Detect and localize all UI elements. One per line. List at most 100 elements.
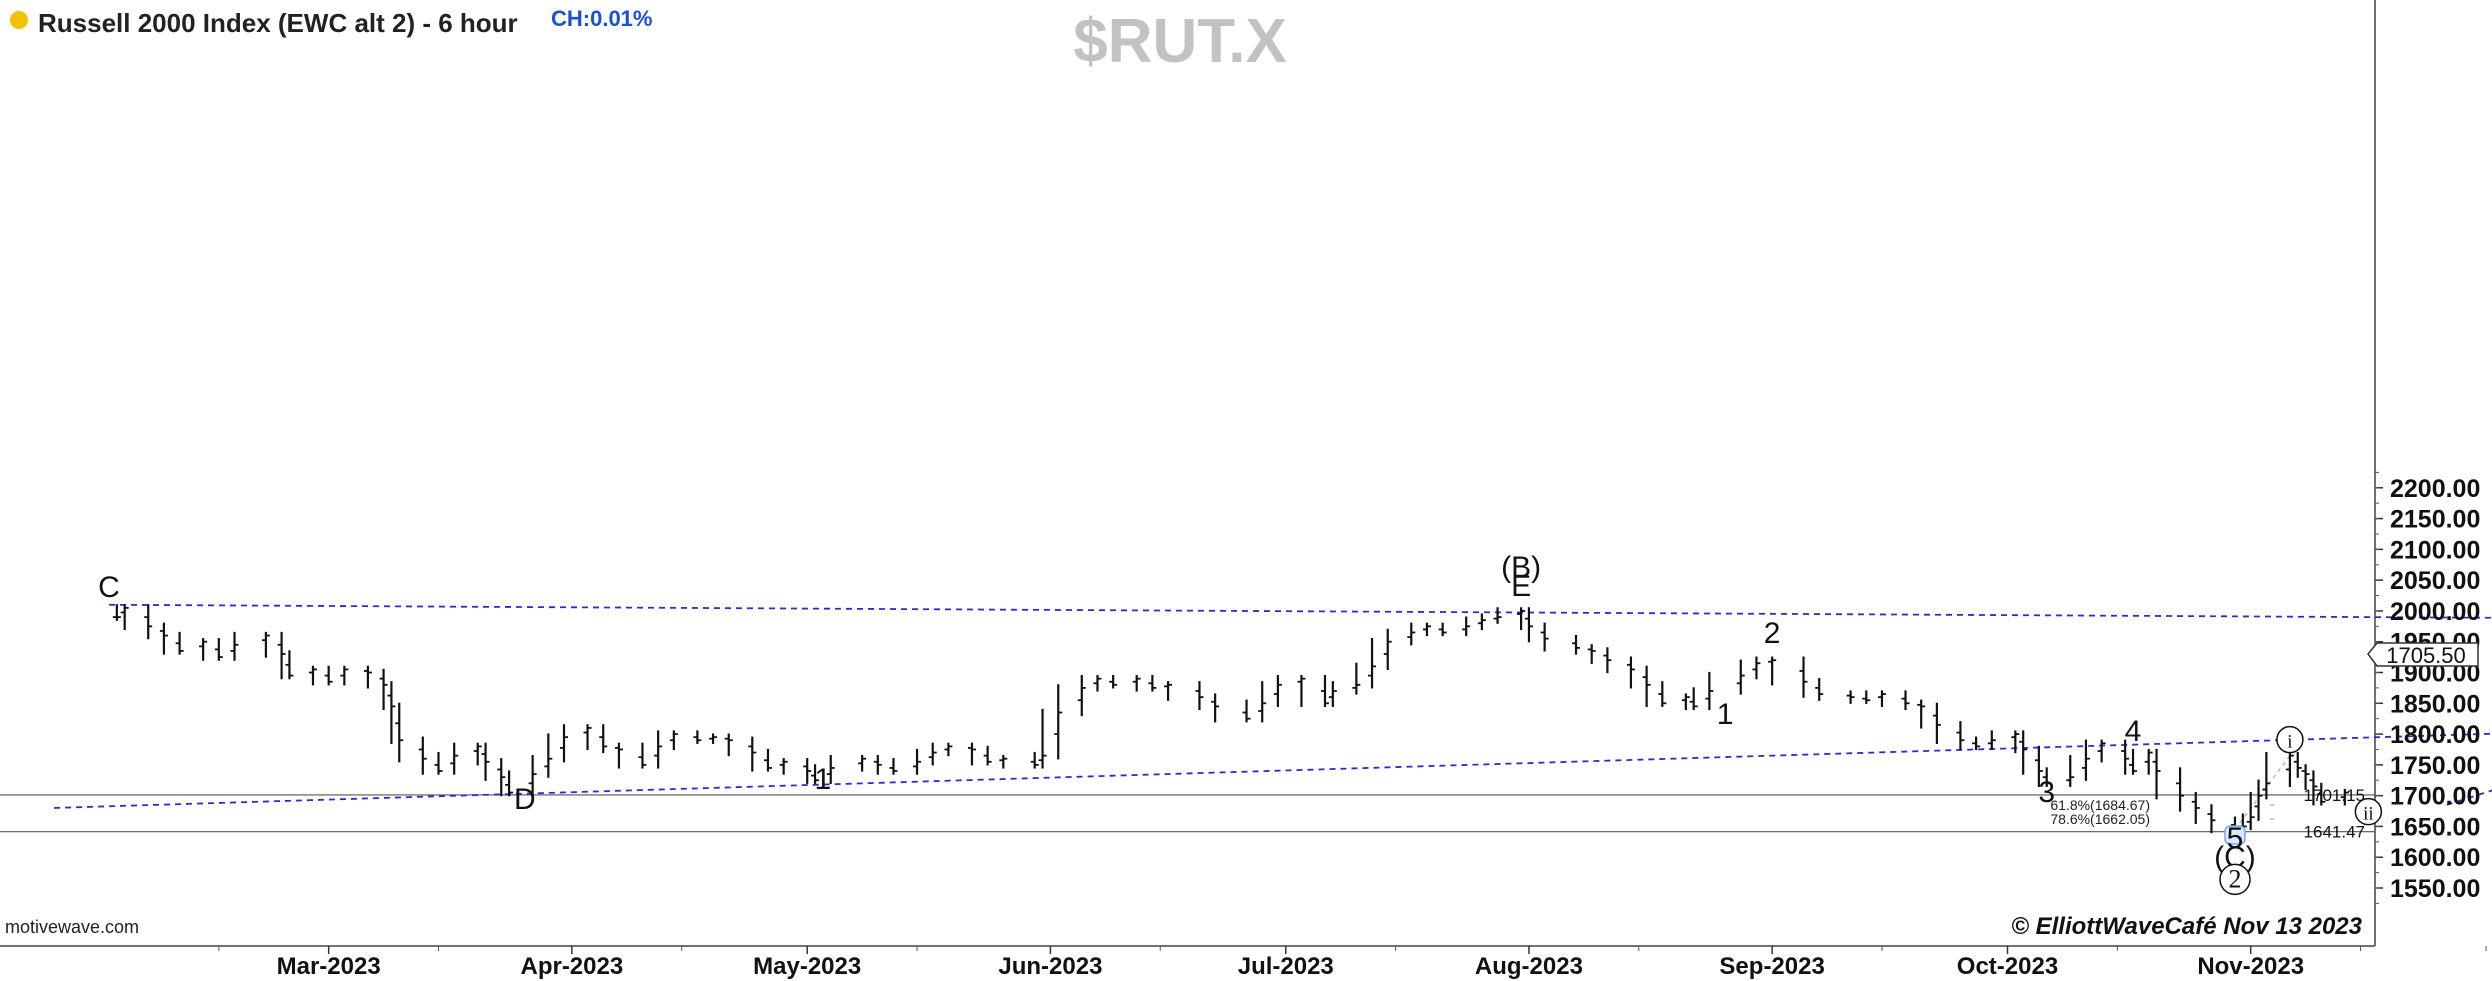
ohlc-bar <box>1297 674 1306 707</box>
y-tick-label: 1700.00 <box>2390 783 2480 811</box>
ohlc-bar <box>1077 674 1086 717</box>
last-price-marker: 1705.50 <box>2367 642 2479 668</box>
ohlc-bar <box>2034 745 2043 788</box>
ohlc-bar <box>2081 739 2090 781</box>
ohlc-bar <box>1328 681 1337 707</box>
ohlc-bar <box>1587 644 1596 664</box>
fib-label: 78.6%(1662.05) <box>2050 811 2150 827</box>
ohlc-bar <box>1383 628 1392 671</box>
ohlc-bar <box>2254 779 2263 821</box>
y-tick-label: 2200.00 <box>2390 475 2480 503</box>
ohlc-bar <box>724 733 733 757</box>
ohlc-bars <box>112 604 2349 845</box>
y-tick-label: 2000.00 <box>2390 598 2480 626</box>
y-tick-label: 2150.00 <box>2390 506 2480 534</box>
circled-wave-marker <box>2354 797 2383 826</box>
ohlc-bar <box>928 742 937 766</box>
circled-wave-label: i <box>2287 732 2292 753</box>
time-axis[interactable]: Mar-2023 Apr-2023 May-2023 Jun-2023 Jul-2023… <box>218 946 2492 980</box>
ohlc-bar <box>230 631 239 661</box>
x-tick-label: May-2023 <box>753 953 861 980</box>
ohlc-bar <box>2301 764 2310 791</box>
ohlc-bar <box>1164 681 1173 701</box>
ohlc-bar <box>2176 767 2185 812</box>
ohlc-bar <box>175 631 184 655</box>
last-price-label: 1705.50 <box>2386 643 2466 668</box>
y-tick-label: 1750.00 <box>2390 752 2480 780</box>
ohlc-bar <box>1195 681 1204 711</box>
ohlc-bar <box>803 758 812 784</box>
ohlc-bar <box>1462 616 1471 637</box>
y-tick-label: 2050.00 <box>2390 567 2480 595</box>
ohlc-bar <box>2152 748 2161 800</box>
ohlc-bar <box>1901 690 1910 711</box>
ohlc-bar <box>1038 708 1047 769</box>
ohlc-bar <box>1626 656 1635 689</box>
ohlc-bar <box>1148 674 1157 692</box>
ohlc-bar <box>638 742 647 769</box>
ohlc-bar <box>669 730 678 751</box>
ohlc-bar <box>1093 674 1102 692</box>
ohlc-bar <box>873 755 882 775</box>
ohlc-bar <box>214 638 223 661</box>
ohlc-bar <box>654 730 663 769</box>
chart-title: Russell 2000 Index (EWC alt 2) - 6 hour <box>38 8 518 38</box>
wave-label: 1 <box>1717 698 1734 731</box>
ohlc-bar <box>2144 748 2153 775</box>
ohlc-bar <box>709 733 718 744</box>
ohlc-bar <box>2207 804 2216 834</box>
ohlc-bar <box>481 742 490 781</box>
ohlc-bar <box>285 650 294 680</box>
ohlc-bar <box>811 764 820 784</box>
ohlc-bar <box>1320 674 1329 707</box>
ohlc-bar <box>1799 656 1808 698</box>
ohlc-bar <box>779 758 788 775</box>
wave-label: 3 <box>2038 776 2055 809</box>
ohlc-bar <box>112 604 121 621</box>
ohlc-bar <box>1862 690 1871 704</box>
ohlc-bar <box>1422 622 1431 637</box>
ohlc-bar <box>544 733 553 778</box>
level-label: 1641.47 <box>2304 823 2365 842</box>
y-tick-label: 1850.00 <box>2390 690 2480 718</box>
x-tick-label: Aug-2023 <box>1475 953 1583 980</box>
copyright-label: © ElliottWaveCafé Nov 13 2023 <box>2011 913 2362 940</box>
ohlc-bar <box>999 755 1008 769</box>
ohlc-bar <box>324 665 333 686</box>
ohlc-bar <box>1877 690 1886 707</box>
ohlc-bar <box>2121 739 2130 775</box>
x-tick-label: Oct-2023 <box>1957 953 2058 980</box>
ohlc-bar <box>497 758 506 797</box>
ohlc-bar <box>1524 607 1533 643</box>
x-tick-label: Jun-2023 <box>998 953 1102 980</box>
x-tick-label: Mar-2023 <box>277 953 381 980</box>
horizontal-levels: 1701.15 1641.47 <box>0 786 2375 842</box>
ohlc-bar <box>583 724 592 751</box>
ohlc-bar <box>2285 751 2294 788</box>
ohlc-bar <box>1273 674 1282 707</box>
ohlc-bar <box>528 755 537 797</box>
fib-label: 61.8%(1684.67) <box>2050 797 2150 813</box>
ohlc-bar <box>2317 782 2326 806</box>
wave-label: 5 <box>2227 822 2244 855</box>
ohlc-bar <box>1689 687 1698 711</box>
ohlc-bar <box>1642 665 1651 707</box>
x-tick-label: Jul-2023 <box>1238 953 1334 980</box>
ohlc-bar <box>693 730 702 744</box>
ohlc-bar <box>308 665 317 686</box>
ohlc-bar <box>944 742 953 757</box>
ohlc-bar <box>2011 730 2020 754</box>
ohlc-bar <box>1572 634 1581 655</box>
ohlc-bar <box>2191 791 2200 824</box>
ohlc-bar <box>450 742 459 775</box>
ohlc-bar <box>395 702 404 763</box>
symbol-watermark: $RUT.X <box>1073 7 1287 76</box>
ohlc-bar <box>1932 702 1941 744</box>
circled-wave-marker <box>2276 725 2304 754</box>
circled-wave-marker <box>2219 863 2251 896</box>
motivewave-watermark: motivewave.com <box>5 917 139 937</box>
x-tick-label: Nov-2023 <box>2197 953 2304 980</box>
